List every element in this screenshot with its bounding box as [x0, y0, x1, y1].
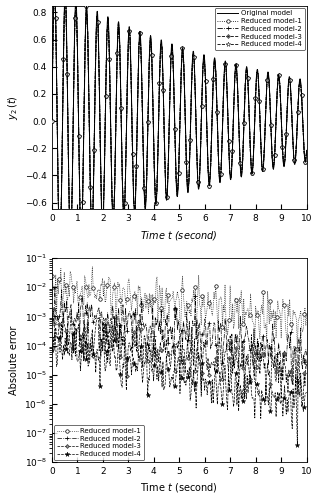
Reduced model-4	[305, 390, 308, 396]
Reduced model-1	[100, 215, 104, 221]
Reduced model-1	[266, 288, 269, 294]
Line: Reduced model-3: Reduced model-3	[50, 308, 309, 403]
Reduced model-1	[203, 302, 206, 308]
Reduced model-3	[294, 140, 298, 146]
Original model	[298, 78, 301, 84]
Y-axis label: $y_2\,(t)$: $y_2\,(t)$	[5, 95, 19, 120]
Reduced model-1	[121, 174, 124, 180]
Reduced model-2	[50, 118, 54, 124]
Reduced model-2	[207, 320, 211, 326]
Reduced model-3	[283, 362, 287, 368]
Reduced model-4	[294, 140, 298, 146]
Line: Reduced model-2: Reduced model-2	[50, 285, 309, 386]
Reduced model-4	[207, 380, 211, 386]
Original model	[251, 166, 255, 172]
Reduced model-1	[295, 346, 299, 352]
Reduced model-2	[290, 380, 294, 386]
Reduced model-2	[68, 231, 72, 237]
Reduced model-3	[202, 339, 206, 345]
Reduced model-3	[286, 98, 289, 104]
Reduced model-3	[51, 312, 54, 318]
X-axis label: Time $t$ (second): Time $t$ (second)	[141, 482, 218, 494]
Reduced model-2	[53, 284, 57, 290]
Line: Reduced model-4: Reduced model-4	[49, 0, 309, 252]
Original model	[167, 118, 171, 124]
X-axis label: Time $t$ (second): Time $t$ (second)	[141, 229, 218, 242]
Reduced model-3	[305, 148, 308, 154]
Original model	[174, 174, 178, 180]
Original model	[298, 78, 301, 84]
Reduced model-4	[121, 174, 124, 180]
Reduced model-1	[68, 231, 72, 237]
Line: Reduced model-4: Reduced model-4	[50, 325, 309, 447]
Line: Reduced model-2: Reduced model-2	[49, 0, 309, 252]
Reduced model-3	[266, 372, 270, 378]
Reduced model-3	[50, 118, 54, 124]
Legend: Reduced model-1, Reduced model-2, Reduced model-3, Reduced model-4: Reduced model-1, Reduced model-2, Reduce…	[54, 425, 144, 460]
Reduced model-1	[63, 0, 66, 2]
Reduced model-1	[51, 272, 54, 278]
Reduced model-3	[305, 366, 308, 372]
Reduced model-4	[305, 148, 308, 154]
Reduced model-1	[286, 98, 289, 104]
Y-axis label: Absolute error: Absolute error	[9, 326, 19, 395]
Reduced model-4	[202, 376, 206, 382]
Original model	[50, 118, 54, 124]
Reduced model-3	[100, 215, 104, 221]
Reduced model-2	[100, 215, 104, 221]
Reduced model-4	[282, 396, 286, 402]
Reduced model-4	[295, 442, 299, 448]
Reduced model-3	[203, 344, 206, 350]
Reduced model-4	[266, 394, 269, 400]
Line: Reduced model-3: Reduced model-3	[50, 0, 309, 252]
Reduced model-3	[207, 372, 211, 378]
Reduced model-4	[286, 98, 289, 104]
Line: Reduced model-1: Reduced model-1	[50, 0, 308, 252]
Reduced model-1	[305, 148, 308, 154]
Reduced model-1	[305, 310, 308, 316]
Reduced model-3	[51, 318, 55, 324]
Reduced model-4	[50, 118, 54, 124]
Reduced model-2	[266, 336, 269, 342]
Reduced model-4	[51, 334, 55, 340]
Reduced model-2	[58, 247, 61, 253]
Reduced model-1	[51, 287, 55, 293]
Reduced model-4	[63, 0, 66, 2]
Reduced model-2	[51, 304, 55, 310]
Reduced model-1	[50, 118, 54, 124]
Reduced model-4	[101, 324, 105, 330]
Reduced model-4	[100, 215, 104, 221]
Reduced model-3	[121, 174, 124, 180]
Reduced model-2	[121, 174, 124, 180]
Reduced model-2	[63, 0, 66, 2]
Reduced model-2	[202, 333, 206, 339]
Reduced model-3	[69, 308, 73, 314]
Reduced model-4	[203, 387, 206, 393]
Reduced model-3	[68, 231, 72, 237]
Reduced model-1	[294, 140, 298, 146]
Legend: Original model, Reduced model-1, Reduced model-2, Reduced model-3, Reduced model: Original model, Reduced model-1, Reduced…	[215, 8, 305, 50]
Original model	[305, 148, 308, 154]
Reduced model-2	[282, 352, 286, 358]
Line: Reduced model-1: Reduced model-1	[51, 265, 308, 350]
Reduced model-1	[202, 292, 206, 298]
Reduced model-2	[305, 148, 308, 154]
Reduced model-1	[90, 264, 94, 270]
Reduced model-2	[286, 98, 289, 104]
Reduced model-2	[294, 140, 298, 146]
Reduced model-2	[305, 352, 308, 358]
Original model	[58, 249, 62, 255]
Reduced model-4	[51, 347, 54, 353]
Reduced model-3	[264, 398, 268, 404]
Reduced model-3	[63, 0, 66, 2]
Reduced model-2	[51, 316, 54, 322]
Reduced model-1	[207, 300, 211, 306]
Reduced model-2	[203, 316, 206, 322]
Reduced model-3	[58, 247, 61, 253]
Reduced model-1	[282, 302, 286, 308]
Reduced model-4	[68, 231, 72, 237]
Reduced model-4	[58, 247, 61, 253]
Line: Original model: Original model	[52, 0, 307, 252]
Reduced model-1	[58, 247, 61, 253]
